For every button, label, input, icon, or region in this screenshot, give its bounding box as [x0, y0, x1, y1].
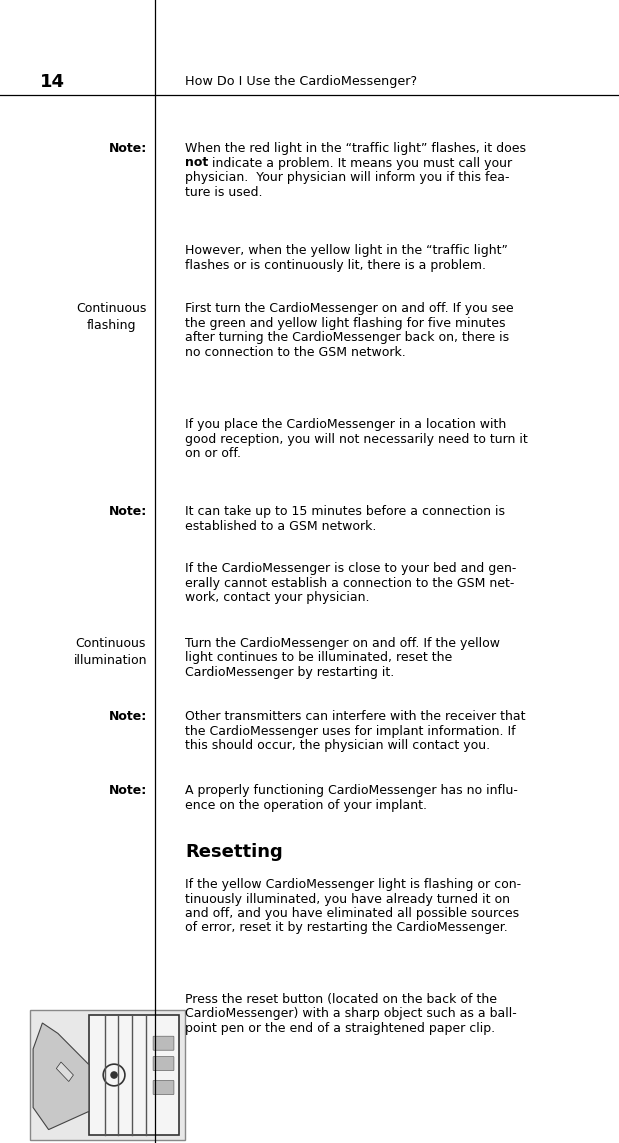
Text: Note:: Note: — [109, 142, 147, 155]
Text: Turn the CardioMessenger on and off. If the yellow: Turn the CardioMessenger on and off. If … — [185, 637, 500, 650]
Text: Resetting: Resetting — [185, 844, 283, 861]
Text: ence on the operation of your implant.: ence on the operation of your implant. — [185, 799, 427, 812]
Bar — [30, 1010, 185, 1140]
Text: If you place the CardioMessenger in a location with: If you place the CardioMessenger in a lo… — [185, 418, 506, 431]
Text: Other transmitters can interfere with the receiver that: Other transmitters can interfere with th… — [185, 710, 526, 724]
Text: indicate a problem. It means you must call your: indicate a problem. It means you must ca… — [208, 157, 513, 169]
Text: after turning the CardioMessenger back on, there is: after turning the CardioMessenger back o… — [185, 331, 509, 344]
Text: the green and yellow light flashing for five minutes: the green and yellow light flashing for … — [185, 317, 506, 329]
Text: Note:: Note: — [109, 710, 147, 724]
FancyBboxPatch shape — [153, 1056, 174, 1071]
Text: established to a GSM network.: established to a GSM network. — [185, 520, 376, 533]
Text: First turn the CardioMessenger on and off. If you see: First turn the CardioMessenger on and of… — [185, 302, 514, 315]
Text: If the yellow CardioMessenger light is flashing or con-: If the yellow CardioMessenger light is f… — [185, 878, 521, 892]
Polygon shape — [33, 1023, 89, 1129]
Text: CardioMessenger by restarting it.: CardioMessenger by restarting it. — [185, 666, 394, 679]
Text: no connection to the GSM network.: no connection to the GSM network. — [185, 345, 405, 359]
Text: Note:: Note: — [109, 505, 147, 518]
FancyBboxPatch shape — [153, 1037, 174, 1050]
Text: Continuous
flashing: Continuous flashing — [77, 302, 147, 331]
Text: Press the reset button (located on the back of the: Press the reset button (located on the b… — [185, 993, 497, 1006]
Text: and off, and you have eliminated all possible sources: and off, and you have eliminated all pos… — [185, 908, 519, 920]
Text: If the CardioMessenger is close to your bed and gen-: If the CardioMessenger is close to your … — [185, 562, 516, 575]
Text: tinuously illuminated, you have already turned it on: tinuously illuminated, you have already … — [185, 893, 510, 905]
Polygon shape — [56, 1062, 74, 1081]
Text: good reception, you will not necessarily need to turn it: good reception, you will not necessarily… — [185, 432, 528, 446]
Text: work, contact your physician.: work, contact your physician. — [185, 591, 370, 604]
Text: this should occur, the physician will contact you.: this should occur, the physician will co… — [185, 740, 490, 752]
Text: physician.  Your physician will inform you if this fea-: physician. Your physician will inform yo… — [185, 171, 509, 184]
Text: It can take up to 15 minutes before a connection is: It can take up to 15 minutes before a co… — [185, 505, 505, 518]
Text: Continuous
illumination: Continuous illumination — [74, 637, 147, 668]
Text: How Do I Use the CardioMessenger?: How Do I Use the CardioMessenger? — [185, 75, 417, 88]
Text: When the red light in the “traffic light” flashes, it does: When the red light in the “traffic light… — [185, 142, 526, 155]
Text: Note:: Note: — [109, 784, 147, 797]
Text: on or off.: on or off. — [185, 447, 241, 459]
Text: not: not — [185, 157, 208, 169]
Text: light continues to be illuminated, reset the: light continues to be illuminated, reset… — [185, 652, 452, 664]
Bar — [89, 1015, 179, 1135]
Text: flashes or is continuously lit, there is a problem.: flashes or is continuously lit, there is… — [185, 258, 486, 272]
Text: of error, reset it by restarting the CardioMessenger.: of error, reset it by restarting the Car… — [185, 921, 508, 935]
Circle shape — [111, 1072, 117, 1078]
Text: CardioMessenger) with a sharp object such as a ball-: CardioMessenger) with a sharp object suc… — [185, 1007, 517, 1021]
Text: A properly functioning CardioMessenger has no influ-: A properly functioning CardioMessenger h… — [185, 784, 518, 797]
FancyBboxPatch shape — [153, 1080, 174, 1095]
Text: ture is used.: ture is used. — [185, 185, 262, 199]
Text: However, when the yellow light in the “traffic light”: However, when the yellow light in the “t… — [185, 243, 508, 257]
Text: erally cannot establish a connection to the GSM net-: erally cannot establish a connection to … — [185, 576, 514, 590]
Text: the CardioMessenger uses for implant information. If: the CardioMessenger uses for implant inf… — [185, 725, 516, 737]
Text: point pen or the end of a straightened paper clip.: point pen or the end of a straightened p… — [185, 1022, 495, 1036]
Text: 14: 14 — [40, 73, 65, 91]
